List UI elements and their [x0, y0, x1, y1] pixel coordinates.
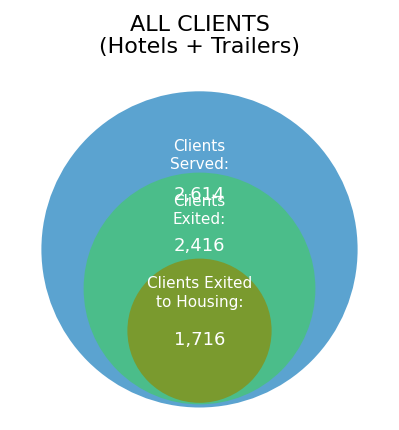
Circle shape [85, 174, 314, 402]
Text: 2,614: 2,614 [174, 186, 225, 204]
Text: 1,716: 1,716 [174, 331, 225, 349]
Text: Clients Exited
to Housing:: Clients Exited to Housing: [147, 276, 252, 310]
Circle shape [43, 93, 356, 406]
Circle shape [129, 260, 270, 401]
Text: 2,416: 2,416 [174, 237, 225, 255]
Text: Clients
Exited:: Clients Exited: [173, 194, 226, 227]
Text: ALL CLIENTS: ALL CLIENTS [130, 15, 269, 35]
Text: Clients
Served:: Clients Served: [170, 139, 229, 172]
Text: (Hotels + Trailers): (Hotels + Trailers) [99, 37, 300, 57]
